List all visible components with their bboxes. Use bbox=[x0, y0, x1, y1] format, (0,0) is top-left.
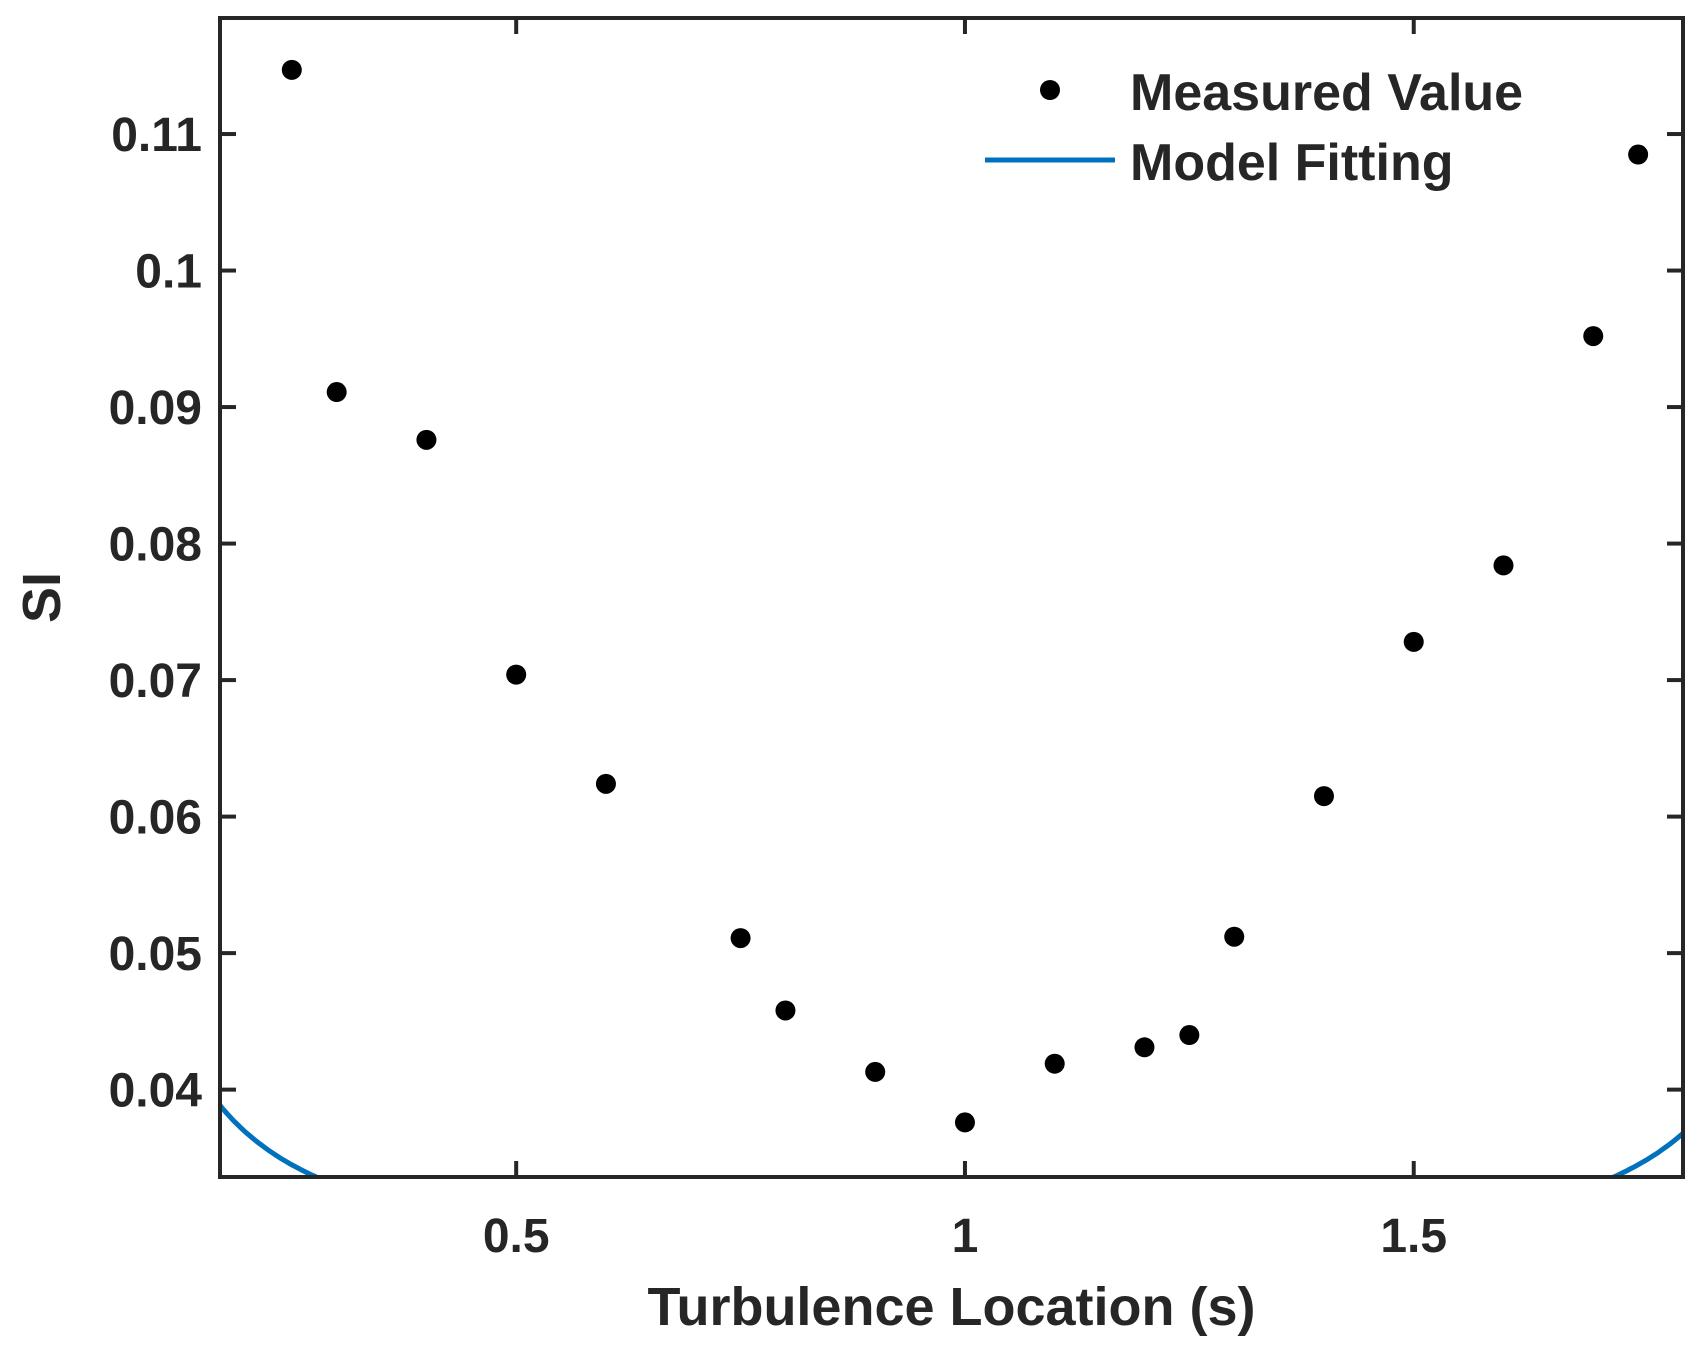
y-tick-label: 0.05 bbox=[109, 928, 202, 981]
measured-value-point bbox=[1628, 144, 1649, 165]
x-tick-label: 0.5 bbox=[483, 1210, 550, 1263]
measured-value-point bbox=[1179, 1025, 1200, 1046]
legend-marker-measured-value bbox=[1040, 80, 1060, 100]
measured-value-point bbox=[865, 1061, 886, 1082]
y-tick-label: 0.11 bbox=[111, 109, 202, 162]
measured-value-point bbox=[595, 773, 616, 794]
x-axis-label: Turbulence Location (s) bbox=[647, 1277, 1255, 1337]
x-tick-label: 1.5 bbox=[1380, 1210, 1447, 1263]
measured-value-point bbox=[1224, 926, 1245, 947]
measured-value-point bbox=[954, 1112, 975, 1133]
legend-label-measured-value: Measured Value bbox=[1130, 64, 1523, 122]
measured-value-point bbox=[1583, 326, 1604, 347]
measured-value-point bbox=[730, 928, 751, 949]
y-axis-ticks: 0.04 0.05 0.06 0.07 0.08 0.09 0.1 0.11 bbox=[109, 109, 1683, 1118]
measured-value-point bbox=[775, 1000, 796, 1021]
measured-value-point bbox=[326, 382, 347, 403]
measured-value-point bbox=[416, 429, 437, 450]
legend-label-model-fitting: Model Fitting bbox=[1130, 134, 1453, 192]
legend: Measured Value Model Fitting bbox=[985, 64, 1523, 192]
y-tick-label: 0.04 bbox=[109, 1065, 203, 1118]
y-tick-label: 0.1 bbox=[135, 246, 202, 299]
y-tick-label: 0.09 bbox=[109, 382, 202, 435]
y-tick-label: 0.06 bbox=[109, 792, 202, 845]
measured-value-point bbox=[1134, 1037, 1155, 1058]
y-tick-label: 0.07 bbox=[109, 655, 202, 708]
measured-value-point bbox=[506, 664, 527, 685]
measured-value-point bbox=[281, 59, 302, 80]
x-axis-ticks: 0.5 1 1.5 bbox=[483, 18, 1447, 1263]
measured-value-point bbox=[1044, 1053, 1065, 1074]
y-tick-label: 0.08 bbox=[109, 519, 202, 572]
plot-area-frame bbox=[218, 16, 1685, 1179]
measured-value-point bbox=[1313, 786, 1334, 807]
measured-value-point bbox=[1493, 555, 1514, 576]
measured-value-point bbox=[1403, 631, 1424, 652]
measured-value-series bbox=[281, 59, 1649, 1133]
y-axis-label: SI bbox=[12, 572, 72, 623]
x-tick-label: 1 bbox=[952, 1210, 979, 1263]
